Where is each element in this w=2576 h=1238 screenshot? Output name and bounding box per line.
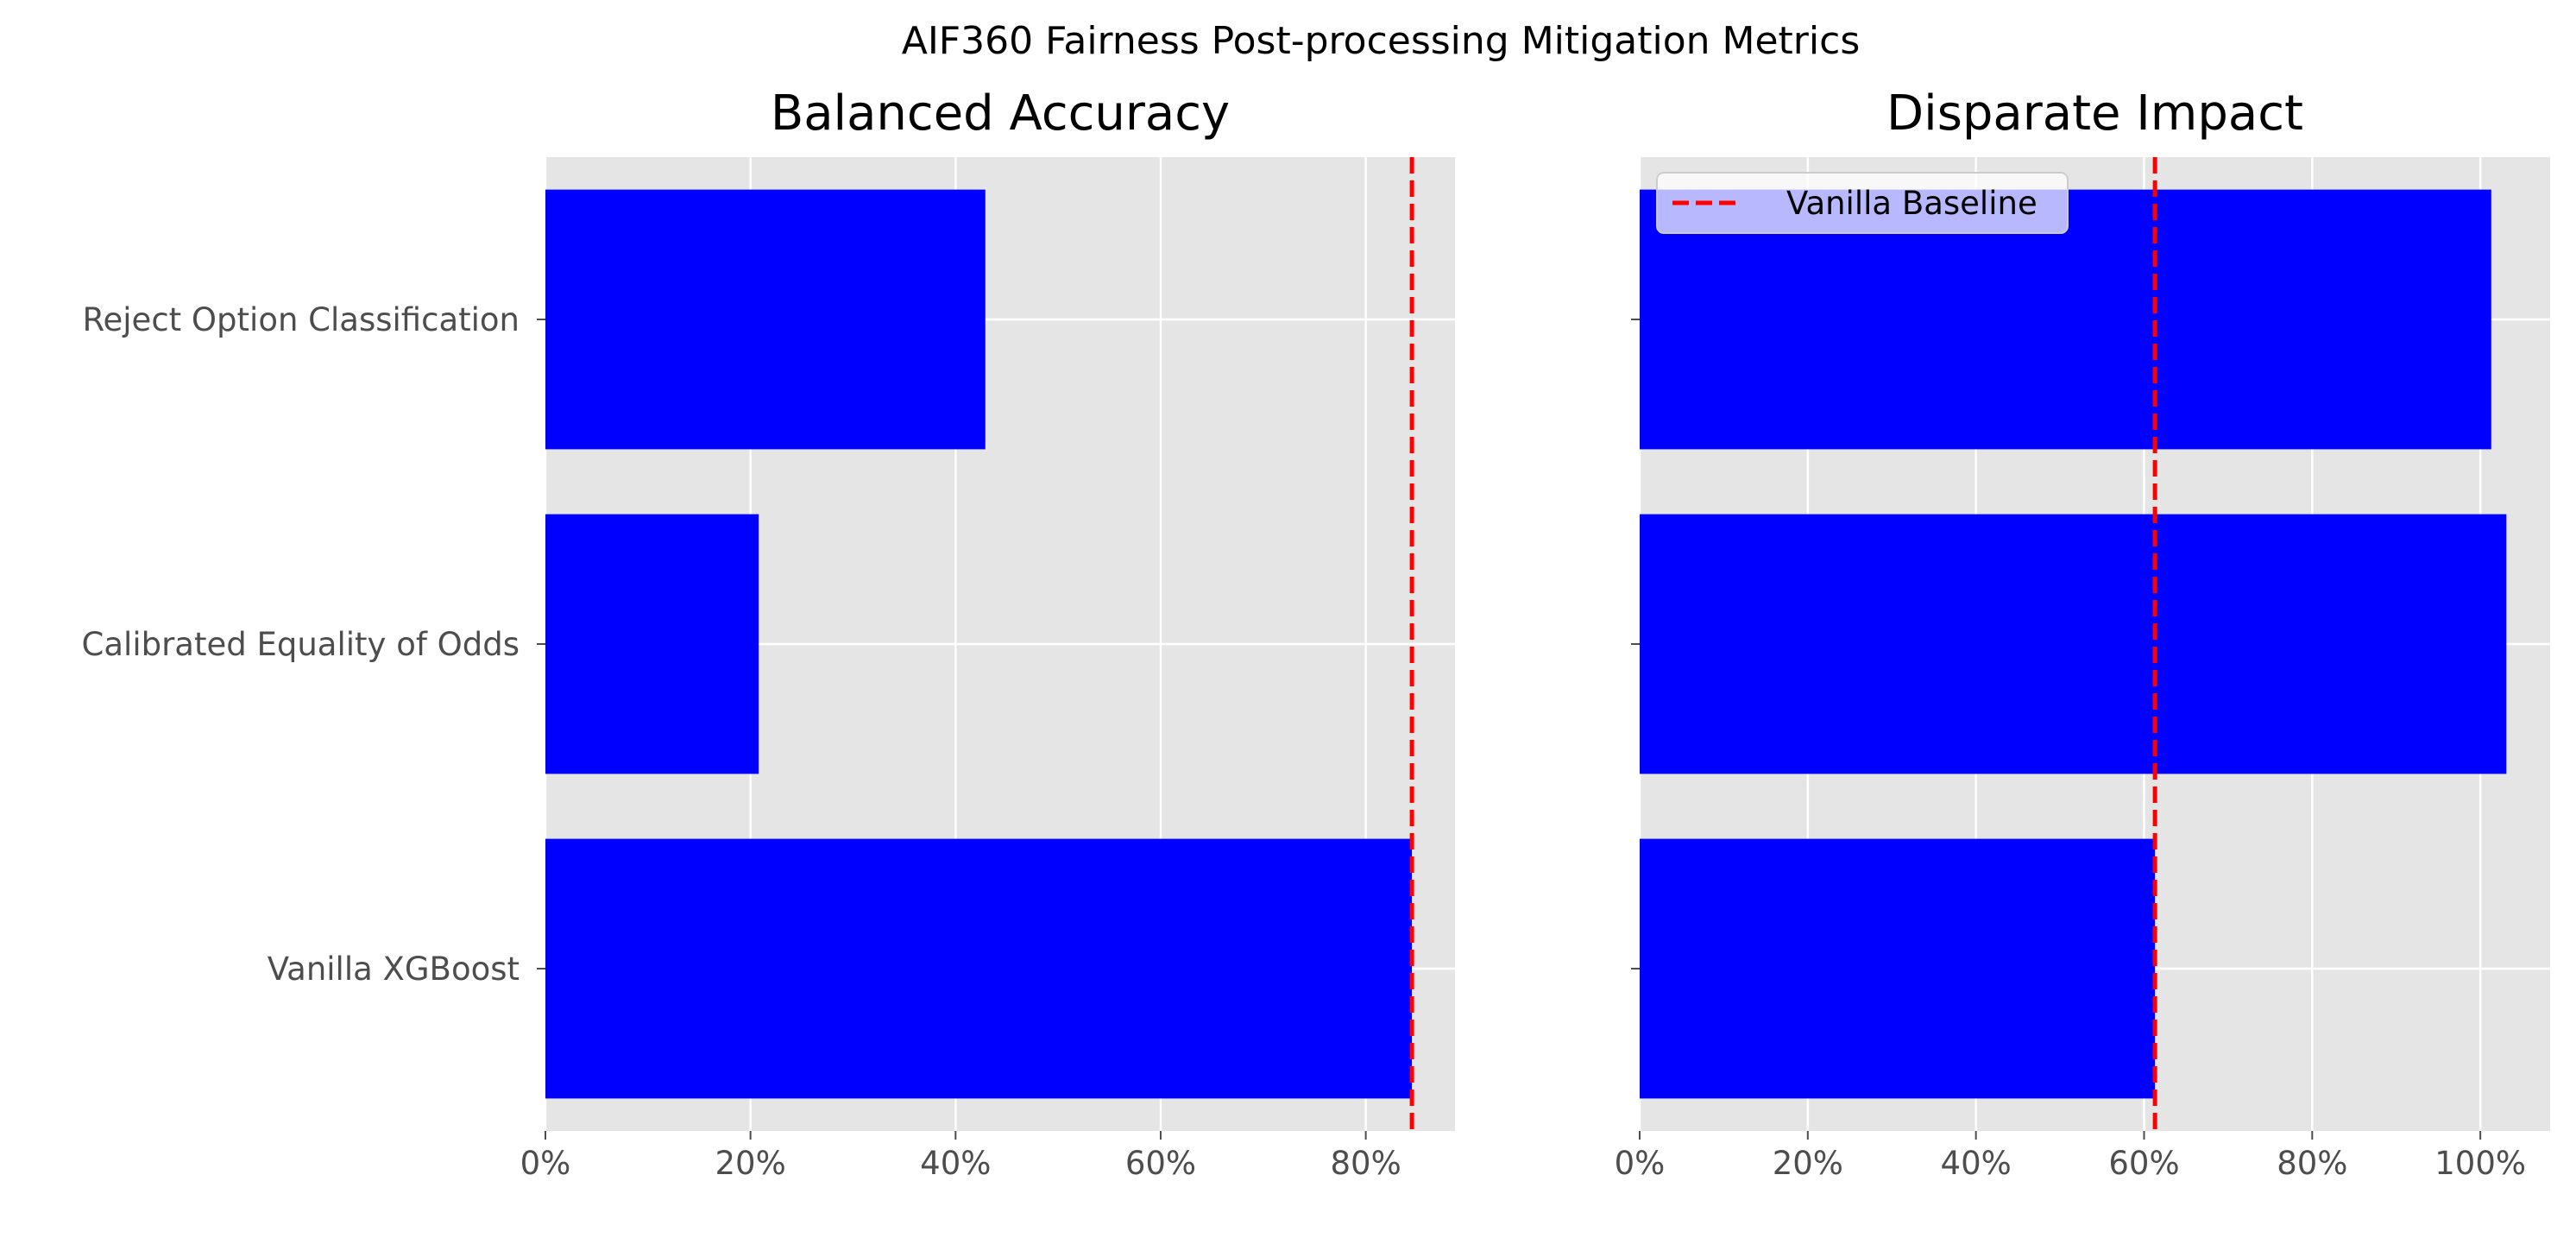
category-label: Reject Option Classification <box>82 301 520 338</box>
x-tick-label: 60% <box>2108 1145 2179 1182</box>
x-tick-label: 0% <box>520 1145 571 1182</box>
legend-box <box>1656 172 2069 234</box>
bar-calibrated-equality-of-odds <box>545 514 759 774</box>
bar-calibrated-equality-of-odds <box>1640 514 2507 774</box>
x-tick-label: 80% <box>1330 1145 1401 1182</box>
x-tick-label: 40% <box>920 1145 991 1182</box>
panel-title: Balanced Accuracy <box>771 85 1230 142</box>
balanced-accuracy-panel: 0% 20% 40% 60% 80% Vanilla XGBoost Calibrated … <box>82 85 1455 1182</box>
x-tick-label: 80% <box>2277 1145 2347 1182</box>
x-tick-label: 60% <box>1125 1145 1196 1182</box>
figure-suptitle: AIF360 Fairness Post-processing Mitigati… <box>902 19 1861 63</box>
category-label: Calibrated Equality of Odds <box>82 626 520 663</box>
legend: Vanilla Baseline <box>1656 172 2069 234</box>
legend-label: Vanilla Baseline <box>1786 185 2037 222</box>
x-tick-label: 0% <box>1615 1145 1666 1182</box>
x-tick-label: 20% <box>1773 1145 1843 1182</box>
bar-reject-option-classification <box>545 189 986 450</box>
x-tick-label: 20% <box>715 1145 786 1182</box>
x-tick-label: 40% <box>1941 1145 2012 1182</box>
bar-vanilla-xgboost <box>1640 838 2156 1099</box>
panel-title: Disparate Impact <box>1886 85 2303 142</box>
x-tick-label: 100% <box>2434 1145 2526 1182</box>
category-label: Vanilla XGBoost <box>268 951 520 988</box>
disparate-impact-panel: 0% 20% 40% 60% 80% 100% Disparate Impact Vanill… <box>1615 85 2550 1182</box>
bar-vanilla-xgboost <box>545 838 1413 1099</box>
